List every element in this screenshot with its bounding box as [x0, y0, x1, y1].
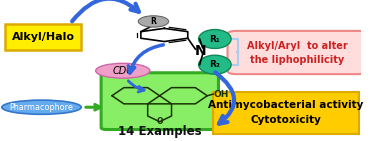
- FancyBboxPatch shape: [213, 92, 359, 134]
- Text: OH: OH: [213, 90, 229, 99]
- Text: R₂: R₂: [209, 60, 220, 69]
- Text: R: R: [150, 17, 156, 26]
- Text: R₁: R₁: [209, 35, 220, 44]
- Circle shape: [138, 16, 169, 27]
- Text: 14 Examples: 14 Examples: [118, 125, 202, 138]
- Text: Alkyl/Halo: Alkyl/Halo: [12, 32, 75, 42]
- Text: Alkyl/Aryl  to alter
the liphophilicity: Alkyl/Aryl to alter the liphophilicity: [246, 40, 347, 65]
- FancyBboxPatch shape: [101, 73, 218, 130]
- Ellipse shape: [198, 55, 231, 74]
- Ellipse shape: [198, 30, 231, 49]
- Text: CDC: CDC: [112, 66, 133, 76]
- Text: Antimycobacterial activity
Cytotoxicity: Antimycobacterial activity Cytotoxicity: [209, 100, 364, 125]
- FancyBboxPatch shape: [228, 31, 367, 74]
- Text: O: O: [156, 117, 163, 126]
- FancyBboxPatch shape: [5, 24, 81, 50]
- Ellipse shape: [96, 63, 150, 78]
- Ellipse shape: [2, 100, 81, 114]
- Text: N: N: [195, 44, 207, 58]
- Text: Pharmacophore: Pharmacophore: [9, 103, 73, 112]
